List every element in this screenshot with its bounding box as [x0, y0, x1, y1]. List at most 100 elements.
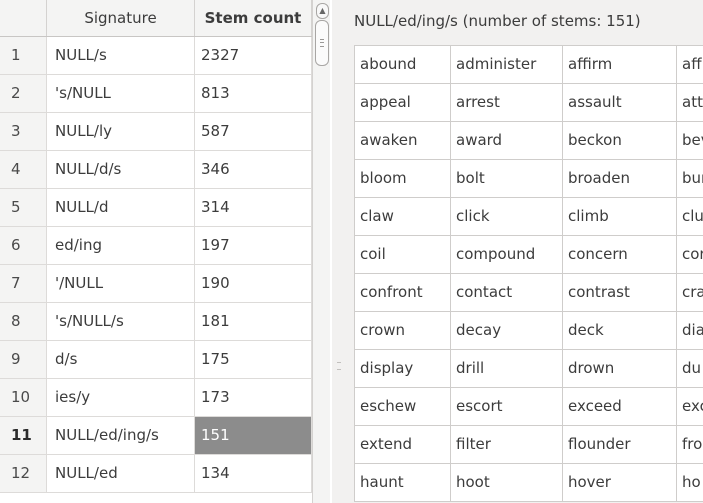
header-corner[interactable] [0, 0, 47, 36]
stem-count-cell[interactable]: 197 [195, 227, 312, 264]
stem-cell[interactable]: claw [355, 198, 451, 235]
stem-cell[interactable]: cra [677, 274, 703, 311]
pane-splitter[interactable] [332, 0, 346, 503]
stem-count-cell[interactable]: 173 [195, 379, 312, 416]
signature-cell[interactable]: d/s [47, 341, 195, 378]
row-number[interactable]: 1 [0, 37, 47, 74]
stem-cell[interactable]: arrest [451, 84, 563, 121]
stem-cell[interactable]: bur [677, 160, 703, 197]
signature-cell[interactable]: '/NULL [47, 265, 195, 302]
stem-cell[interactable]: bloom [355, 160, 451, 197]
stem-count-cell[interactable]: 134 [195, 455, 312, 492]
stem-cell[interactable]: bev [677, 122, 703, 159]
stem-cell[interactable]: bolt [451, 160, 563, 197]
stem-cell[interactable]: affirm [563, 46, 677, 83]
table-row[interactable]: 8's/NULL/s 181 [0, 303, 312, 341]
stem-cell[interactable]: filter [451, 426, 563, 463]
stem-count-cell[interactable]: 813 [195, 75, 312, 112]
stem-cell[interactable]: ho [677, 464, 703, 501]
row-number[interactable]: 3 [0, 113, 47, 150]
stem-cell[interactable]: fro [677, 426, 703, 463]
stem-count-cell[interactable]: 181 [195, 303, 312, 340]
stem-cell[interactable]: confront [355, 274, 451, 311]
stem-cell[interactable]: contrast [563, 274, 677, 311]
stem-cell[interactable]: award [451, 122, 563, 159]
stem-count-cell[interactable]: 314 [195, 189, 312, 226]
stem-cell[interactable]: drown [563, 350, 677, 387]
signature-cell[interactable]: 's/NULL [47, 75, 195, 112]
row-number[interactable]: 2 [0, 75, 47, 112]
stem-cell[interactable]: aff [677, 46, 703, 83]
row-number[interactable]: 5 [0, 189, 47, 226]
table-row[interactable]: 6 ed/ing 197 [0, 227, 312, 265]
row-number[interactable]: 6 [0, 227, 47, 264]
stem-count-cell[interactable]: 346 [195, 151, 312, 188]
stem-cell[interactable]: coil [355, 236, 451, 273]
stems-grid[interactable]: abound administer affirm aff appeal arrest ass… [354, 45, 703, 502]
row-number[interactable]: 12 [0, 455, 47, 492]
stem-cell[interactable]: dia [677, 312, 703, 349]
signature-cell[interactable]: NULL/d/s [47, 151, 195, 188]
signature-table-scrollbar[interactable]: ▲ [312, 0, 330, 503]
column-header-stem-count[interactable]: Stem count [195, 0, 312, 36]
stem-cell[interactable]: appeal [355, 84, 451, 121]
stem-cell[interactable]: du [677, 350, 703, 387]
table-row[interactable]: 12 NULL/ed 134 [0, 455, 312, 493]
row-number[interactable]: 7 [0, 265, 47, 302]
stem-cell[interactable]: decay [451, 312, 563, 349]
stem-cell[interactable]: contact [451, 274, 563, 311]
stem-count-cell[interactable]: 190 [195, 265, 312, 302]
stem-cell[interactable]: cor [677, 236, 703, 273]
table-row[interactable]: 1 NULL/s 2327 [0, 37, 312, 75]
scroll-up-arrow-icon[interactable]: ▲ [316, 3, 329, 19]
column-header-signature[interactable]: Signature [47, 0, 195, 36]
table-row[interactable]: 11 NULL/ed/ing/s 151 [0, 417, 312, 455]
signature-cell[interactable]: NULL/ly [47, 113, 195, 150]
stem-cell[interactable]: flounder [563, 426, 677, 463]
stem-cell[interactable]: click [451, 198, 563, 235]
stem-cell[interactable]: haunt [355, 464, 451, 501]
stem-count-cell[interactable]: 2327 [195, 37, 312, 74]
signature-cell[interactable]: 's/NULL/s [47, 303, 195, 340]
signature-cell[interactable]: NULL/ed [47, 455, 195, 492]
stem-cell[interactable]: crown [355, 312, 451, 349]
stem-count-cell-selected[interactable]: 151 [195, 417, 312, 454]
stem-cell[interactable]: hoot [451, 464, 563, 501]
stem-cell[interactable]: display [355, 350, 451, 387]
signature-cell[interactable]: NULL/s [47, 37, 195, 74]
stem-cell[interactable]: exceed [563, 388, 677, 425]
table-row[interactable]: 4 NULL/d/s 346 [0, 151, 312, 189]
stem-cell[interactable]: assault [563, 84, 677, 121]
stem-cell[interactable]: abound [355, 46, 451, 83]
stem-cell[interactable]: clu [677, 198, 703, 235]
stem-cell[interactable]: hover [563, 464, 677, 501]
table-row[interactable]: 3 NULL/ly 587 [0, 113, 312, 151]
table-row[interactable]: 9 d/s 175 [0, 341, 312, 379]
stem-cell[interactable]: drill [451, 350, 563, 387]
stem-cell[interactable]: administer [451, 46, 563, 83]
row-number[interactable]: 10 [0, 379, 47, 416]
row-number[interactable]: 8 [0, 303, 47, 340]
signature-cell[interactable]: ies/y [47, 379, 195, 416]
row-number[interactable]: 4 [0, 151, 47, 188]
stem-cell[interactable]: awaken [355, 122, 451, 159]
stem-count-cell[interactable]: 175 [195, 341, 312, 378]
stem-cell[interactable]: concern [563, 236, 677, 273]
stem-cell[interactable]: beckon [563, 122, 677, 159]
row-number[interactable]: 11 [0, 417, 47, 454]
signature-cell[interactable]: NULL/d [47, 189, 195, 226]
stem-cell[interactable]: extend [355, 426, 451, 463]
table-row[interactable]: 10 ies/y 173 [0, 379, 312, 417]
signature-cell[interactable]: ed/ing [47, 227, 195, 264]
signature-cell[interactable]: NULL/ed/ing/s [47, 417, 195, 454]
stem-cell[interactable]: climb [563, 198, 677, 235]
stem-cell[interactable]: escort [451, 388, 563, 425]
signature-table[interactable]: Signature Stem count 1 NULL/s 2327 2's/NULL… [0, 0, 332, 503]
table-row[interactable]: 2's/NULL 813 [0, 75, 312, 113]
row-number[interactable]: 9 [0, 341, 47, 378]
stem-cell[interactable]: compound [451, 236, 563, 273]
stem-cell[interactable]: exc [677, 388, 703, 425]
scrollbar-thumb[interactable] [315, 20, 329, 66]
stem-cell[interactable]: eschew [355, 388, 451, 425]
table-row[interactable]: 7 '/NULL 190 [0, 265, 312, 303]
